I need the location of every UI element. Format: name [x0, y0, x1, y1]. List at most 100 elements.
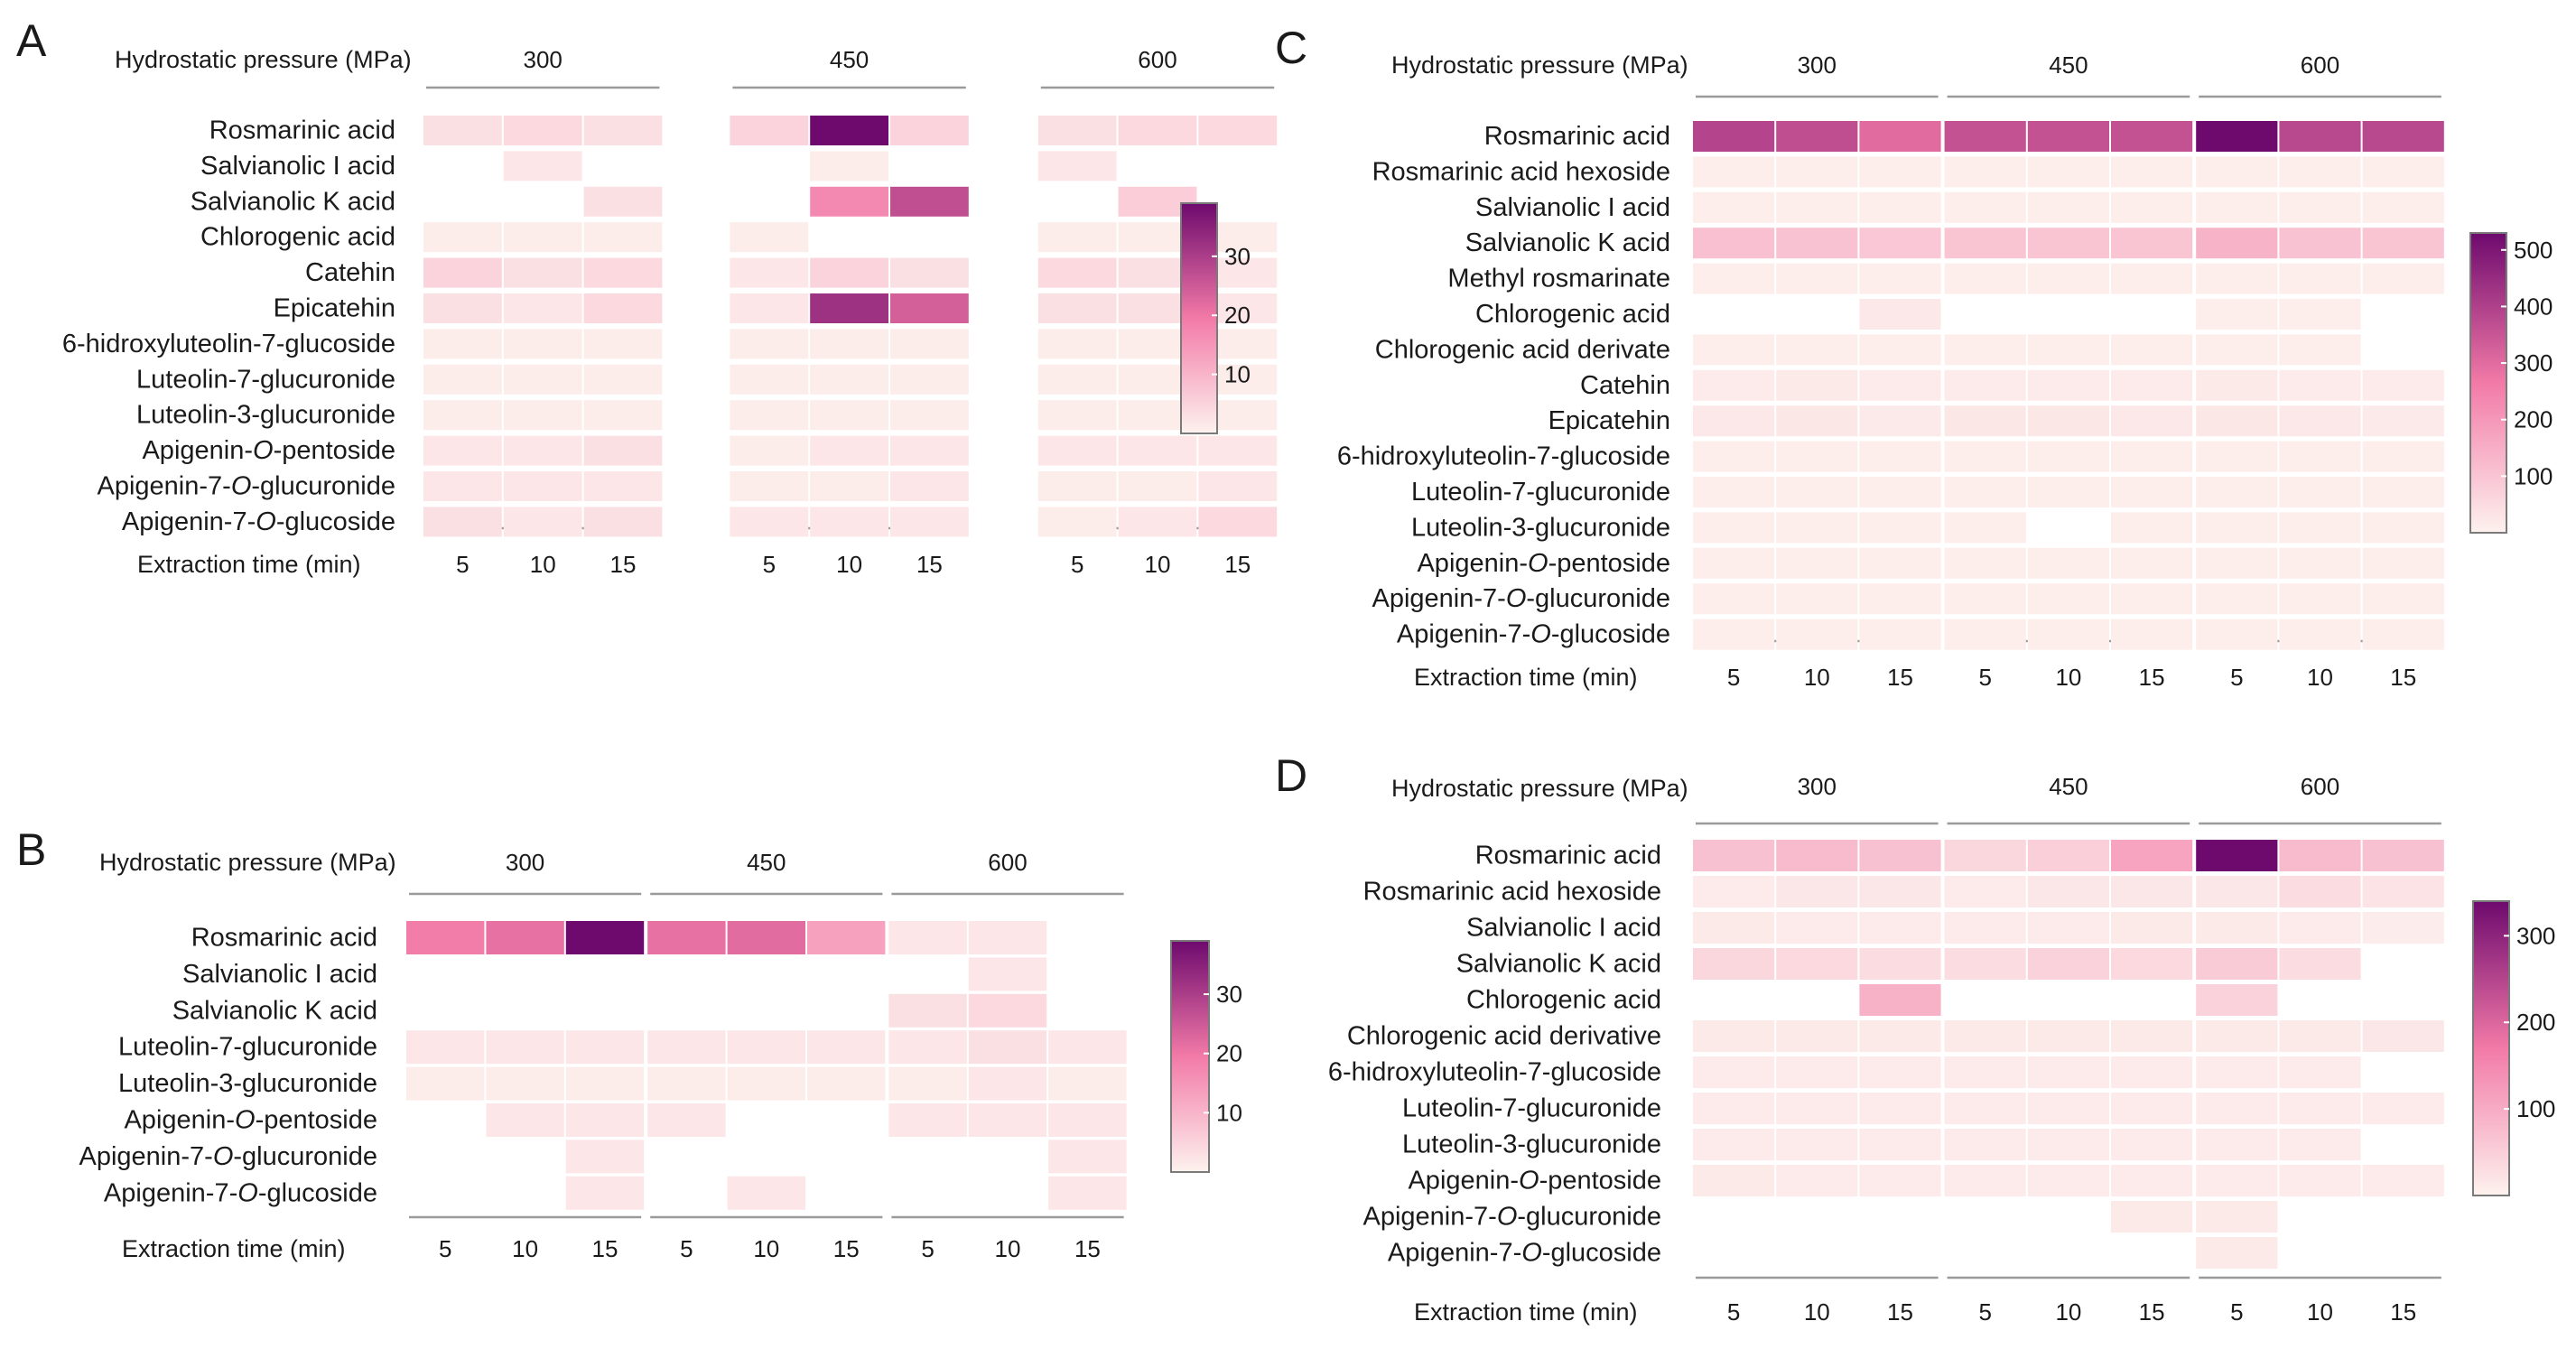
heatmap-cell — [2362, 840, 2444, 871]
time-tick-label: 15 — [1887, 1298, 1913, 1326]
heatmap-cell — [1776, 1056, 1858, 1088]
compound-label: Rosmarinic acid hexoside — [1363, 878, 1661, 907]
time-tick-label: 5 — [763, 551, 776, 578]
heatmap-cell — [2362, 441, 2444, 472]
colorbar — [1180, 202, 1218, 434]
heatmap-cell — [406, 1030, 485, 1065]
compound-label-part: Epicatehin — [274, 294, 395, 323]
compound-label-part: Apigenin-7- — [1372, 584, 1506, 613]
compound-label-part: O — [231, 472, 252, 501]
heatmap-cell — [2027, 1129, 2109, 1160]
heatmap-cell — [2111, 912, 2193, 944]
heatmap-cell — [2196, 619, 2278, 650]
heatmap-cell — [1118, 116, 1197, 145]
compound-label: Apigenin-O-pentoside — [124, 1106, 377, 1135]
heatmap-cell — [2027, 948, 2109, 980]
heatmap-cell — [1859, 191, 1941, 223]
colorbar-tick-label: 30 — [1224, 243, 1251, 270]
time-tick-label: 10 — [2055, 1298, 2081, 1326]
heatmap-cell — [423, 400, 502, 431]
heatmap-cell — [406, 1066, 485, 1101]
compound-label-part: Chlorogenic acid derivate — [1375, 335, 1670, 364]
compound-label: Chlorogenic acid — [200, 223, 395, 252]
heatmap-cell — [1693, 477, 1775, 507]
heatmap-cell — [2279, 334, 2361, 366]
heatmap-cell — [2196, 512, 2278, 544]
heatmap-cell — [565, 1030, 645, 1065]
compound-label: Luteolin-7-glucuronide — [118, 1033, 377, 1062]
colorbar — [1170, 940, 1210, 1173]
heatmap-cell — [1693, 619, 1775, 650]
heatmap-cell — [1859, 948, 1941, 980]
heatmap-cell — [1037, 400, 1117, 431]
pressure-tick-label: 600 — [2301, 51, 2339, 79]
heatmap-cell — [2111, 334, 2193, 366]
heatmap-cell — [1776, 477, 1858, 507]
colorbar-tick-label: 200 — [2516, 1009, 2555, 1036]
heatmap-cell — [503, 293, 582, 323]
heatmap-cell — [2279, 191, 2361, 223]
time-tick-label: 10 — [2307, 664, 2333, 691]
heatmap-cell — [2279, 1129, 2361, 1160]
heatmap-cell — [1776, 1165, 1858, 1196]
heatmap-cell — [2279, 441, 2361, 472]
heatmap-cell — [503, 507, 582, 537]
heatmap-cell — [1944, 1129, 2026, 1160]
compound-label: Epicatehin — [1548, 406, 1670, 435]
heatmap-cell — [2362, 912, 2444, 944]
heatmap-cell — [1944, 334, 2026, 366]
pressure-axis-label: Hydrostatic pressure (MPa) — [1391, 51, 1688, 79]
heatmap-cell — [2027, 1093, 2109, 1124]
compound-label: Rosmarinic acid — [1484, 122, 1670, 151]
compound-label-part: O — [1530, 620, 1551, 649]
compound-label: Salvianolic I acid — [1475, 193, 1670, 222]
heatmap-cell — [503, 471, 582, 501]
heatmap-cell — [1859, 619, 1941, 650]
compound-label-part: 6-hidroxyluteolin-7-glucoside — [1337, 442, 1670, 471]
time-tick-label: 5 — [456, 551, 469, 578]
heatmap-cell — [2027, 121, 2109, 152]
compound-label: Apigenin-7-O-glucuronide — [98, 472, 396, 501]
heatmap-cell — [2111, 619, 2193, 650]
heatmap-cell — [1776, 1129, 1858, 1160]
compound-label: Luteolin-7-glucuronide — [136, 365, 395, 394]
heatmap-cell — [1776, 912, 1858, 944]
compound-label-part: Rosmarinic acid hexoside — [1372, 157, 1670, 186]
heatmap-cell — [1944, 441, 2026, 472]
heatmap-cell — [890, 186, 969, 217]
heatmap-cell — [583, 471, 663, 501]
compound-label: Apigenin-7-O-glucuronide — [1372, 584, 1671, 613]
heatmap-cell — [583, 186, 663, 217]
compound-label-part: -glucuronide — [233, 1142, 377, 1171]
heatmap-cell — [1859, 405, 1941, 437]
heatmap-cell — [1776, 334, 1858, 366]
heatmap-cell — [2196, 369, 2278, 401]
heatmap-cell — [647, 1030, 726, 1065]
heatmap-cell — [1037, 329, 1117, 359]
time-tick-label: 10 — [836, 551, 862, 578]
heatmap-cell — [1693, 840, 1775, 871]
pressure-tick-label: 300 — [524, 46, 563, 73]
heatmap-cell — [2196, 228, 2278, 259]
compound-label-part: Luteolin-7-glucuronide — [118, 1033, 377, 1062]
compound-label-part: O — [213, 1142, 234, 1171]
compound-label-part: Chlorogenic acid — [1466, 986, 1661, 1015]
heatmap-cell — [565, 1140, 645, 1174]
colorbar-tick-label: 100 — [2516, 1095, 2555, 1122]
heatmap-cell — [2111, 405, 2193, 437]
compound-label-part: Apigenin-7- — [104, 1178, 237, 1207]
heatmap-cell — [486, 1030, 564, 1065]
heatmap-cell — [2362, 547, 2444, 579]
time-tick-label: 5 — [1727, 664, 1740, 691]
pressure-axis-label: Hydrostatic pressure (MPa) — [1391, 775, 1688, 802]
heatmap-cell — [1693, 369, 1775, 401]
heatmap-cell — [1859, 984, 1941, 1016]
heatmap-cell — [890, 471, 969, 501]
time-tick-label: 5 — [1978, 1298, 1991, 1326]
heatmap-cell — [406, 921, 485, 954]
heatmap-cell — [423, 435, 502, 466]
compound-label-part: -pentoside — [256, 1106, 377, 1135]
compound-label-part: Salvianolic K acid — [1456, 950, 1661, 979]
heatmap-cell — [2196, 1020, 2278, 1052]
